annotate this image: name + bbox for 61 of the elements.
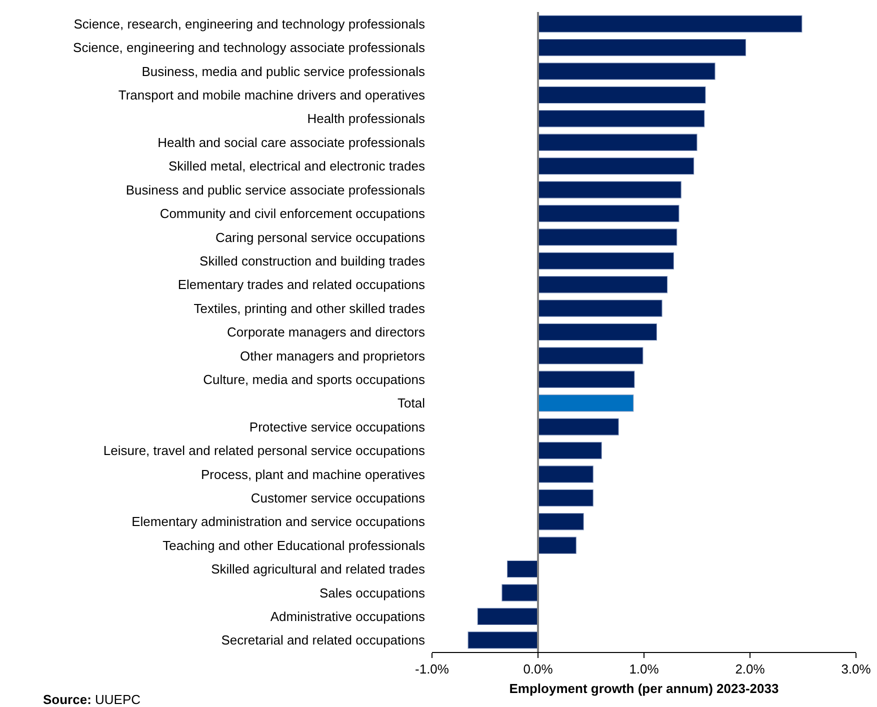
y-tick-label: Business and public service associate professionals xyxy=(126,182,426,198)
bar xyxy=(538,513,584,530)
bar xyxy=(538,370,635,388)
bar xyxy=(506,560,538,578)
bar xyxy=(538,157,694,175)
y-tick-label: Science, research, engineering and technology professionals xyxy=(74,16,426,32)
bar xyxy=(477,608,538,626)
y-tick-label: Administrative occupations xyxy=(270,608,426,624)
x-tick-label: 2.0% xyxy=(735,662,766,677)
y-tick-label: Customer service occupations xyxy=(250,490,426,506)
bar xyxy=(538,323,658,341)
x-tick-label: -1.0% xyxy=(415,662,450,677)
y-tick-label: Elementary administration and service occupations xyxy=(132,514,426,530)
bar xyxy=(538,418,619,436)
bar xyxy=(538,300,662,317)
y-tick-label: Community and civil enforcement occupations xyxy=(160,206,426,222)
bar xyxy=(538,276,668,294)
y-tick-label: Business, media and public service professionals xyxy=(142,64,426,79)
y-tick-label: Process, plant and machine operatives xyxy=(200,466,426,482)
bar xyxy=(502,584,538,602)
bar xyxy=(538,134,698,151)
y-tick-label: Leisure, travel and related personal service occupations xyxy=(103,443,426,458)
y-tick-label: Protective service occupations xyxy=(249,419,426,434)
y-tick-label: Elementary trades and related occupations xyxy=(178,277,426,292)
bar xyxy=(538,489,594,507)
x-tick-label: 3.0% xyxy=(841,662,872,677)
bar xyxy=(538,62,716,80)
y-tick-label: Caring personal service occupations xyxy=(215,230,426,245)
bar xyxy=(538,86,706,104)
bar xyxy=(538,536,576,554)
y-tick-label: Secretarial and related occupations xyxy=(221,632,426,648)
y-tick-label: Teaching and other Educational professionals xyxy=(162,538,426,553)
y-tick-label: Skilled construction and building trades xyxy=(200,253,426,268)
bar xyxy=(538,181,682,198)
x-tick-label: 0.0% xyxy=(523,662,554,677)
y-tick-label: Other managers and proprietors xyxy=(240,348,426,364)
y-tick-label: Culture, media and sports occupations xyxy=(203,372,426,387)
x-tick-label: 1.0% xyxy=(629,662,660,677)
bar xyxy=(538,15,802,32)
bar xyxy=(538,394,634,412)
y-tick-label: Total xyxy=(398,396,426,411)
bar xyxy=(538,252,674,270)
bar xyxy=(468,632,538,649)
y-tick-label: Health and social care associate professionals xyxy=(158,134,426,150)
bar xyxy=(538,466,594,483)
bar xyxy=(538,347,644,364)
y-tick-label: Sales occupations xyxy=(319,585,426,600)
bar xyxy=(538,204,680,222)
source-note: Source: UUEPC xyxy=(43,692,141,707)
y-tick-label: Transport and mobile machine drivers and operatives xyxy=(118,88,426,103)
y-tick-label: Corporate managers and directors xyxy=(227,324,426,340)
x-axis-title: Employment growth (per annum) 2023-2033 xyxy=(509,681,779,696)
y-tick-label: Skilled agricultural and related trades xyxy=(211,562,426,577)
y-tick-label: Health professionals xyxy=(307,111,426,126)
bar xyxy=(538,228,678,246)
y-tick-label: Skilled metal, electrical and electronic trades xyxy=(168,158,426,174)
bar xyxy=(538,442,602,460)
y-tick-label: Textiles, printing and other skilled trades xyxy=(194,300,426,316)
bar xyxy=(538,38,746,56)
bar xyxy=(538,110,705,128)
y-tick-label: Science, engineering and technology associate professionals xyxy=(73,40,426,56)
